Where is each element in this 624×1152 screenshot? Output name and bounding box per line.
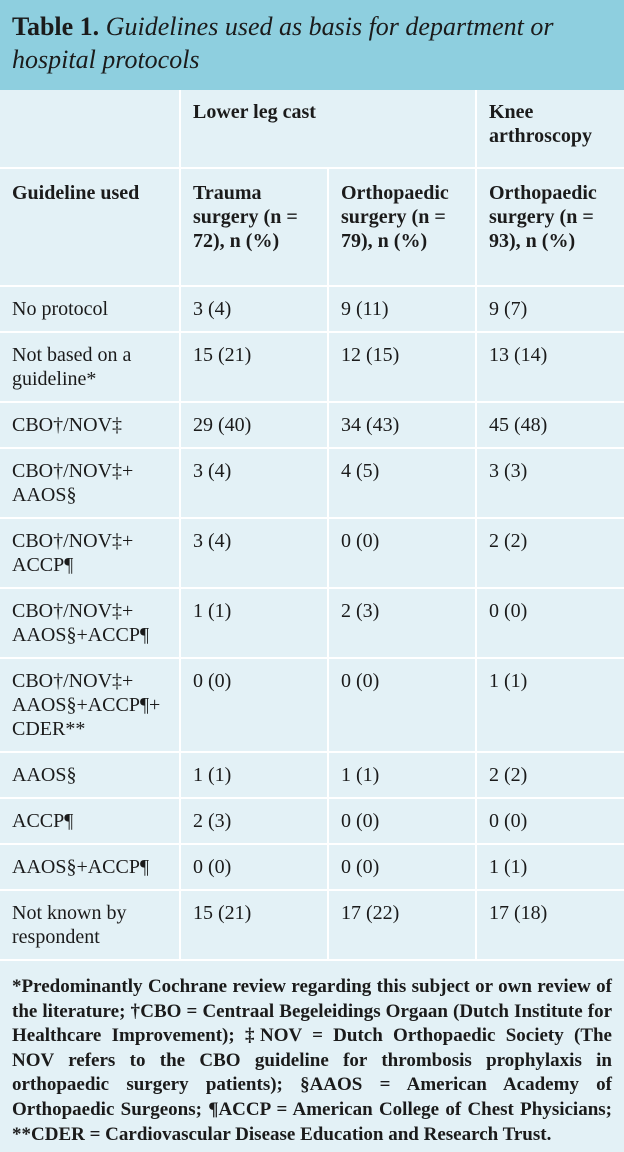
ortho-knee-cell: 9 (7)	[476, 286, 624, 333]
group-header-row: Lower leg cast Knee arthroscopy	[0, 90, 624, 169]
ortho-knee-cell: 0 (0)	[476, 588, 624, 659]
ortho-cast-cell: 0 (0)	[328, 844, 477, 891]
table-label: Table 1.	[12, 12, 100, 41]
guidelines-table: Lower leg cast Knee arthroscopy Guidelin…	[0, 90, 624, 961]
trauma-cell: 1 (1)	[180, 588, 329, 659]
column-header-trauma: Trauma surgery (n = 72), n (%)	[180, 168, 329, 287]
guideline-cell: ACCP¶	[0, 798, 181, 845]
trauma-cell: 0 (0)	[180, 844, 329, 891]
column-header-ortho-knee: Orthopaedic surgery (n = 93), n (%)	[476, 168, 624, 287]
ortho-knee-cell: 0 (0)	[476, 798, 624, 845]
empty-header-cell	[0, 90, 181, 169]
table-row: AAOS§ 1 (1) 1 (1) 2 (2)	[0, 752, 624, 799]
column-header-row: Guideline used Trauma surgery (n = 72), …	[0, 168, 624, 287]
group-header-knee-arthroscopy: Knee arthroscopy	[476, 90, 624, 169]
trauma-cell: 2 (3)	[180, 798, 329, 845]
column-header-guideline: Guideline used	[0, 168, 181, 287]
ortho-knee-cell: 2 (2)	[476, 752, 624, 799]
ortho-knee-cell: 1 (1)	[476, 658, 624, 753]
table-row: CBO†/NOV‡+ AAOS§ 3 (4) 4 (5) 3 (3)	[0, 448, 624, 519]
trauma-cell: 3 (4)	[180, 448, 329, 519]
table-footnote: *Predominantly Cochrane review regarding…	[12, 976, 612, 1145]
trauma-cell: 15 (21)	[180, 332, 329, 403]
guideline-cell: Not known by respondent	[0, 890, 181, 961]
table-row: No protocol 3 (4) 9 (11) 9 (7)	[0, 286, 624, 333]
ortho-cast-cell: 34 (43)	[328, 402, 477, 449]
ortho-cast-cell: 1 (1)	[328, 752, 477, 799]
trauma-cell: 15 (21)	[180, 890, 329, 961]
ortho-knee-cell: 2 (2)	[476, 518, 624, 589]
table-row: ACCP¶ 2 (3) 0 (0) 0 (0)	[0, 798, 624, 845]
guideline-cell: CBO†/NOV‡	[0, 402, 181, 449]
ortho-cast-cell: 17 (22)	[328, 890, 477, 961]
table-row: AAOS§+ACCP¶ 0 (0) 0 (0) 1 (1)	[0, 844, 624, 891]
guideline-cell: AAOS§	[0, 752, 181, 799]
guideline-cell: CBO†/NOV‡+ AAOS§+ACCP¶	[0, 588, 181, 659]
ortho-cast-cell: 9 (11)	[328, 286, 477, 333]
table-row: Not known by respondent 15 (21) 17 (22) 17 …	[0, 890, 624, 961]
guideline-cell: CBO†/NOV‡+ AAOS§+ACCP¶+ CDER**	[0, 658, 181, 753]
table-row: CBO†/NOV‡+ AAOS§+ACCP¶+ CDER** 0 (0) 0 (0)…	[0, 658, 624, 753]
ortho-cast-cell: 0 (0)	[328, 658, 477, 753]
table-row: CBO†/NOV‡+ ACCP¶ 3 (4) 0 (0) 2 (2)	[0, 518, 624, 589]
ortho-cast-cell: 0 (0)	[328, 798, 477, 845]
table-title: Table 1. Guidelines used as basis for de…	[0, 0, 624, 90]
table-caption: Guidelines used as basis for department …	[12, 12, 554, 74]
ortho-knee-cell: 13 (14)	[476, 332, 624, 403]
ortho-knee-cell: 1 (1)	[476, 844, 624, 891]
guideline-cell: AAOS§+ACCP¶	[0, 844, 181, 891]
ortho-knee-cell: 3 (3)	[476, 448, 624, 519]
table-row: Not based on a guideline* 15 (21) 12 (15) 1…	[0, 332, 624, 403]
group-header-lower-leg-cast: Lower leg cast	[180, 90, 477, 169]
trauma-cell: 0 (0)	[180, 658, 329, 753]
table-row: CBO†/NOV‡+ AAOS§+ACCP¶ 1 (1) 2 (3) 0 (0)	[0, 588, 624, 659]
guideline-cell: CBO†/NOV‡+ AAOS§	[0, 448, 181, 519]
trauma-cell: 3 (4)	[180, 518, 329, 589]
guideline-cell: Not based on a guideline*	[0, 332, 181, 403]
ortho-knee-cell: 45 (48)	[476, 402, 624, 449]
ortho-cast-cell: 0 (0)	[328, 518, 477, 589]
ortho-cast-cell: 12 (15)	[328, 332, 477, 403]
ortho-cast-cell: 2 (3)	[328, 588, 477, 659]
ortho-cast-cell: 4 (5)	[328, 448, 477, 519]
guideline-cell: No protocol	[0, 286, 181, 333]
trauma-cell: 3 (4)	[180, 286, 329, 333]
guideline-cell: CBO†/NOV‡+ ACCP¶	[0, 518, 181, 589]
ortho-knee-cell: 17 (18)	[476, 890, 624, 961]
trauma-cell: 1 (1)	[180, 752, 329, 799]
table-row: CBO†/NOV‡ 29 (40) 34 (43) 45 (48)	[0, 402, 624, 449]
trauma-cell: 29 (40)	[180, 402, 329, 449]
column-header-ortho-cast: Orthopaedic surgery (n = 79), n (%)	[328, 168, 477, 287]
